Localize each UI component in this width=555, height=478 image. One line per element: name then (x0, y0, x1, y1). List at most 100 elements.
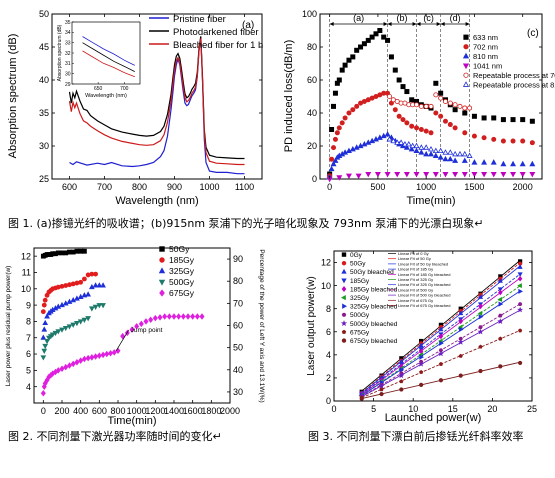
data-point-0 (452, 107, 458, 113)
data-point-6 (518, 288, 523, 294)
data-point-1 (423, 128, 429, 134)
data-point-3 (461, 171, 468, 178)
legend-marker-6 (342, 303, 347, 309)
phase-arrowhead (329, 22, 334, 26)
data-point-1 (491, 136, 497, 142)
legend-label-2: 50Gy bleached (350, 269, 394, 276)
legend-label-2: 810 nm (473, 52, 498, 61)
data-point-3 (384, 171, 391, 178)
data-point-2 (519, 160, 526, 167)
data-point-2 (500, 160, 507, 167)
data-point-2 (66, 298, 73, 304)
data-point-3 (88, 306, 95, 312)
y2-tick-label: 70 (233, 298, 243, 308)
inset-series-line-0 (82, 36, 135, 66)
data-point-4 (171, 313, 177, 320)
y-tick-label: 25 (39, 174, 49, 184)
data-point-2 (44, 313, 50, 319)
y-tick-label: 10 (321, 281, 331, 291)
inset-y-tick-label: 30 (65, 71, 71, 77)
x-tick-label: 900 (167, 182, 182, 192)
data-point-1 (78, 279, 84, 285)
jump-point-label: Jump point (131, 327, 163, 334)
data-point-2 (452, 157, 459, 163)
data-point-2 (481, 159, 488, 165)
data-point-3 (66, 324, 73, 330)
data-point-0 (462, 110, 468, 116)
legend-label-9: 675Gy (350, 329, 370, 336)
data-point-2 (369, 137, 376, 144)
data-point-2 (428, 150, 434, 157)
data-point-4 (452, 102, 458, 108)
data-point-4 (414, 102, 420, 108)
data-point-2 (40, 334, 47, 340)
x-tick-label: 0 (327, 182, 332, 192)
legend-label-3: 500Gy (169, 277, 195, 287)
data-point-0 (350, 54, 356, 60)
data-point-0 (433, 80, 439, 86)
x-tick-label: 200 (54, 406, 69, 416)
data-point-2 (477, 294, 484, 299)
data-point-1 (392, 107, 398, 113)
fit-legend-label-2: Linear Fit of 50 Gy bleached (398, 261, 448, 266)
data-point-10 (438, 378, 444, 383)
y-axis-label: PD induced loss(dB/m) (283, 40, 295, 153)
x-tick-label: 10 (408, 404, 418, 414)
data-point-2 (376, 134, 383, 140)
data-point-3 (77, 319, 84, 325)
data-point-2 (408, 145, 415, 152)
data-point-2 (403, 144, 410, 150)
data-point-3 (41, 348, 48, 355)
data-point-1 (41, 302, 47, 308)
data-point-10 (359, 396, 364, 401)
data-point-4 (180, 313, 186, 320)
legend: Pristine fiber Photodarkened fiber Bleac… (149, 14, 263, 51)
data-point-0 (369, 34, 375, 40)
fit-legend-label-1: Linear Fit of 50 Gy (398, 256, 431, 261)
data-point-0 (392, 67, 398, 73)
data-point-3 (85, 316, 92, 322)
data-point-2 (418, 149, 425, 155)
data-point-4 (498, 289, 503, 296)
data-point-4 (176, 313, 182, 320)
y2-tick-label: 40 (233, 365, 243, 375)
x-tick-label: 600 (62, 182, 77, 192)
legend-label-5: Repeatable process at 810 nm (473, 81, 555, 90)
legend-label-3: 1041 nm (473, 62, 502, 71)
data-point-1 (500, 138, 506, 144)
x-tick-label: 500 (370, 182, 385, 192)
y-tick-label: 12 (21, 251, 31, 261)
data-point-0 (342, 62, 348, 68)
data-point-1 (331, 145, 337, 151)
data-point-6 (458, 326, 464, 333)
data-point-3 (519, 171, 526, 178)
phase-label: (a) (353, 13, 364, 23)
data-point-4 (386, 94, 392, 100)
data-point-4 (74, 358, 80, 366)
x-tick-label: 1800 (201, 406, 221, 416)
data-point-3 (96, 303, 103, 309)
data-point-2 (62, 300, 69, 306)
y-tick-label: 40 (39, 75, 49, 85)
slope-efficiency-chart: 0 5 10 15 20 25 0 2 4 6 8 10 12 Launched power(w) La… (306, 250, 537, 424)
data-point-7 (438, 348, 444, 353)
data-point-3 (374, 171, 381, 178)
data-point-1 (334, 130, 340, 136)
inset-series-line-2 (82, 50, 135, 78)
data-point-1 (346, 110, 352, 116)
data-point-1 (452, 125, 458, 131)
legend-marker-2 (462, 52, 470, 59)
data-point-1 (510, 138, 516, 144)
data-point-3 (42, 343, 49, 350)
data-point-3 (510, 171, 517, 178)
data-point-1 (438, 113, 444, 119)
legend-marker-0 (159, 246, 165, 252)
data-point-4 (457, 103, 463, 109)
data-point-0 (339, 67, 345, 73)
data-point-0 (400, 84, 406, 90)
data-point-2 (384, 131, 391, 137)
data-point-8 (457, 338, 464, 345)
data-point-1 (520, 138, 526, 144)
fit-legend-label-10: Linear Fit of 675 Gy bleached (398, 303, 450, 308)
